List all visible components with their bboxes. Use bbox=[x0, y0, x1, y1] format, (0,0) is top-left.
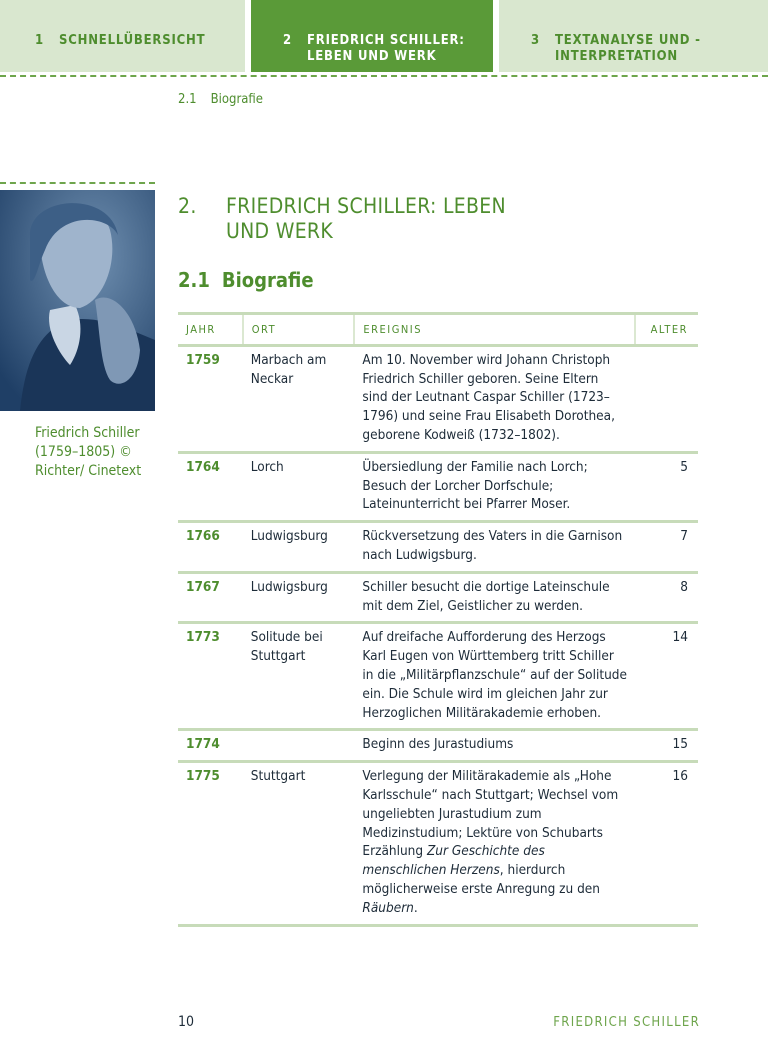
breadcrumb-label: Biografie bbox=[210, 92, 263, 107]
table-header-row: JAHR ORT EREIGNIS ALTER bbox=[178, 312, 698, 347]
event-title-italic: Räubern bbox=[362, 899, 414, 916]
cell-age: 14 bbox=[635, 622, 698, 732]
cell-year: 1767 bbox=[178, 572, 243, 625]
cell-event: Verlegung der Militärakademie als „Hohe … bbox=[354, 761, 636, 927]
event-text: Übersiedlung der Familie nach Lorch; Bes… bbox=[362, 458, 588, 513]
cell-place: Ludwigsburg bbox=[242, 521, 355, 574]
biography-table: JAHR ORT EREIGNIS ALTER 1759 Marbach am N… bbox=[178, 312, 698, 927]
portrait-caption: Friedrich Schiller (1759–1805) © Richter… bbox=[35, 425, 142, 479]
cell-age: 7 bbox=[635, 521, 698, 574]
tab-schnelluebersicht[interactable]: 1 SCHNELLÜBERSICHT bbox=[0, 0, 245, 72]
cell-year: 1775 bbox=[178, 761, 243, 927]
event-text: . bbox=[413, 899, 418, 916]
portrait-image bbox=[0, 190, 155, 411]
cell-event: Am 10. November wird Johann Christoph Fr… bbox=[354, 345, 636, 454]
cell-year: 1766 bbox=[178, 521, 243, 574]
cell-year: 1774 bbox=[178, 729, 243, 764]
event-text: Beginn des Jurastudiums bbox=[362, 736, 514, 753]
event-text: Schiller besucht die dortige Lateinschul… bbox=[362, 578, 610, 614]
running-title: FRIEDRICH SCHILLER bbox=[553, 1015, 700, 1030]
chapter-number: 2. bbox=[178, 194, 197, 218]
event-title-italic: Zur Geschichte des menschlichen Herzens bbox=[362, 843, 545, 879]
breadcrumb-number: 2.1 bbox=[178, 92, 197, 107]
cell-place: Solitude bei Stuttgart bbox=[242, 622, 355, 732]
chapter-title-text: FRIEDRICH SCHILLER: LEBEN UND WERK bbox=[226, 194, 506, 243]
header-alter: ALTER bbox=[634, 312, 698, 347]
header-divider bbox=[0, 75, 768, 77]
sidebar-divider bbox=[0, 182, 155, 184]
event-text: , hierdurch möglicherweise erste Anregun… bbox=[362, 862, 600, 897]
cell-event: Schiller besucht die dortige Lateinschul… bbox=[354, 572, 636, 625]
tab-label: TEXTANALYSE UND -INTERPRETATION bbox=[555, 33, 701, 64]
breadcrumb: 2.1 Biografie bbox=[178, 92, 277, 107]
tab-number: 1 bbox=[35, 33, 44, 48]
cell-event: Auf dreifache Aufforderung des Herzogs K… bbox=[354, 622, 636, 732]
tab-label: SCHNELLÜBERSICHT bbox=[59, 33, 206, 48]
cell-age: 16 bbox=[635, 761, 698, 927]
cell-place: Lorch bbox=[242, 452, 355, 524]
event-text: Auf dreifache Aufforderung des Herzogs K… bbox=[362, 629, 627, 721]
table-row: 1759 Marbach am Neckar Am 10. November wir… bbox=[178, 345, 698, 454]
cell-place: Stuttgart bbox=[242, 761, 355, 927]
tab-number: 2 bbox=[283, 33, 292, 48]
cell-event: Übersiedlung der Familie nach Lorch; Bes… bbox=[354, 452, 636, 524]
page-number: 10 bbox=[178, 1014, 195, 1030]
event-text: Am 10. November wird Johann Christoph Fr… bbox=[362, 351, 615, 443]
table-row: 1764 Lorch Übersiedlung der Familie nach L… bbox=[178, 452, 698, 524]
table-row: 1774 Beginn des Jurastudiums 15 bbox=[178, 729, 698, 764]
table-row: 1767 Ludwigsburg Schiller besucht die dort… bbox=[178, 572, 698, 625]
event-text: Verlegung der Militärakademie als „Hohe … bbox=[362, 768, 619, 860]
cell-year: 1764 bbox=[178, 452, 243, 524]
event-text: Rückversetzung des Vaters in die Garniso… bbox=[362, 528, 623, 563]
section-number: 2.1 bbox=[178, 268, 210, 292]
cell-year: 1759 bbox=[178, 345, 243, 454]
table-row: 1775 Stuttgart Verlegung der Militärakadem… bbox=[178, 761, 698, 927]
tab-textanalyse[interactable]: 3 TEXTANALYSE UND -INTERPRETATION bbox=[499, 0, 768, 72]
cell-place: Marbach am Neckar bbox=[242, 345, 355, 454]
cell-event: Rückversetzung des Vaters in die Garniso… bbox=[354, 521, 636, 574]
section-title: 2.1 Biografie bbox=[178, 268, 314, 292]
cell-age: 8 bbox=[635, 572, 698, 625]
table-row: 1766 Ludwigsburg Rückversetzung des Vaters… bbox=[178, 521, 698, 574]
header-ereignis: EREIGNIS bbox=[353, 312, 636, 347]
tab-leben-und-werk[interactable]: 2 FRIEDRICH SCHILLER: LEBEN UND WERK bbox=[251, 0, 493, 72]
table-row: 1773 Solitude bei Stuttgart Auf dreifache … bbox=[178, 622, 698, 732]
cell-age: 15 bbox=[635, 729, 698, 764]
header-ort: ORT bbox=[241, 312, 355, 347]
cell-age: 5 bbox=[635, 452, 698, 524]
cell-age bbox=[635, 345, 698, 454]
cell-year: 1773 bbox=[178, 622, 243, 732]
cell-place: Ludwigsburg bbox=[242, 572, 355, 625]
cell-place bbox=[242, 729, 355, 764]
tab-number: 3 bbox=[531, 33, 540, 48]
section-title-text: Biografie bbox=[221, 268, 314, 292]
header-jahr: JAHR bbox=[178, 312, 243, 347]
cell-event: Beginn des Jurastudiums bbox=[354, 729, 636, 764]
tab-label: FRIEDRICH SCHILLER: LEBEN UND WERK bbox=[307, 33, 465, 64]
